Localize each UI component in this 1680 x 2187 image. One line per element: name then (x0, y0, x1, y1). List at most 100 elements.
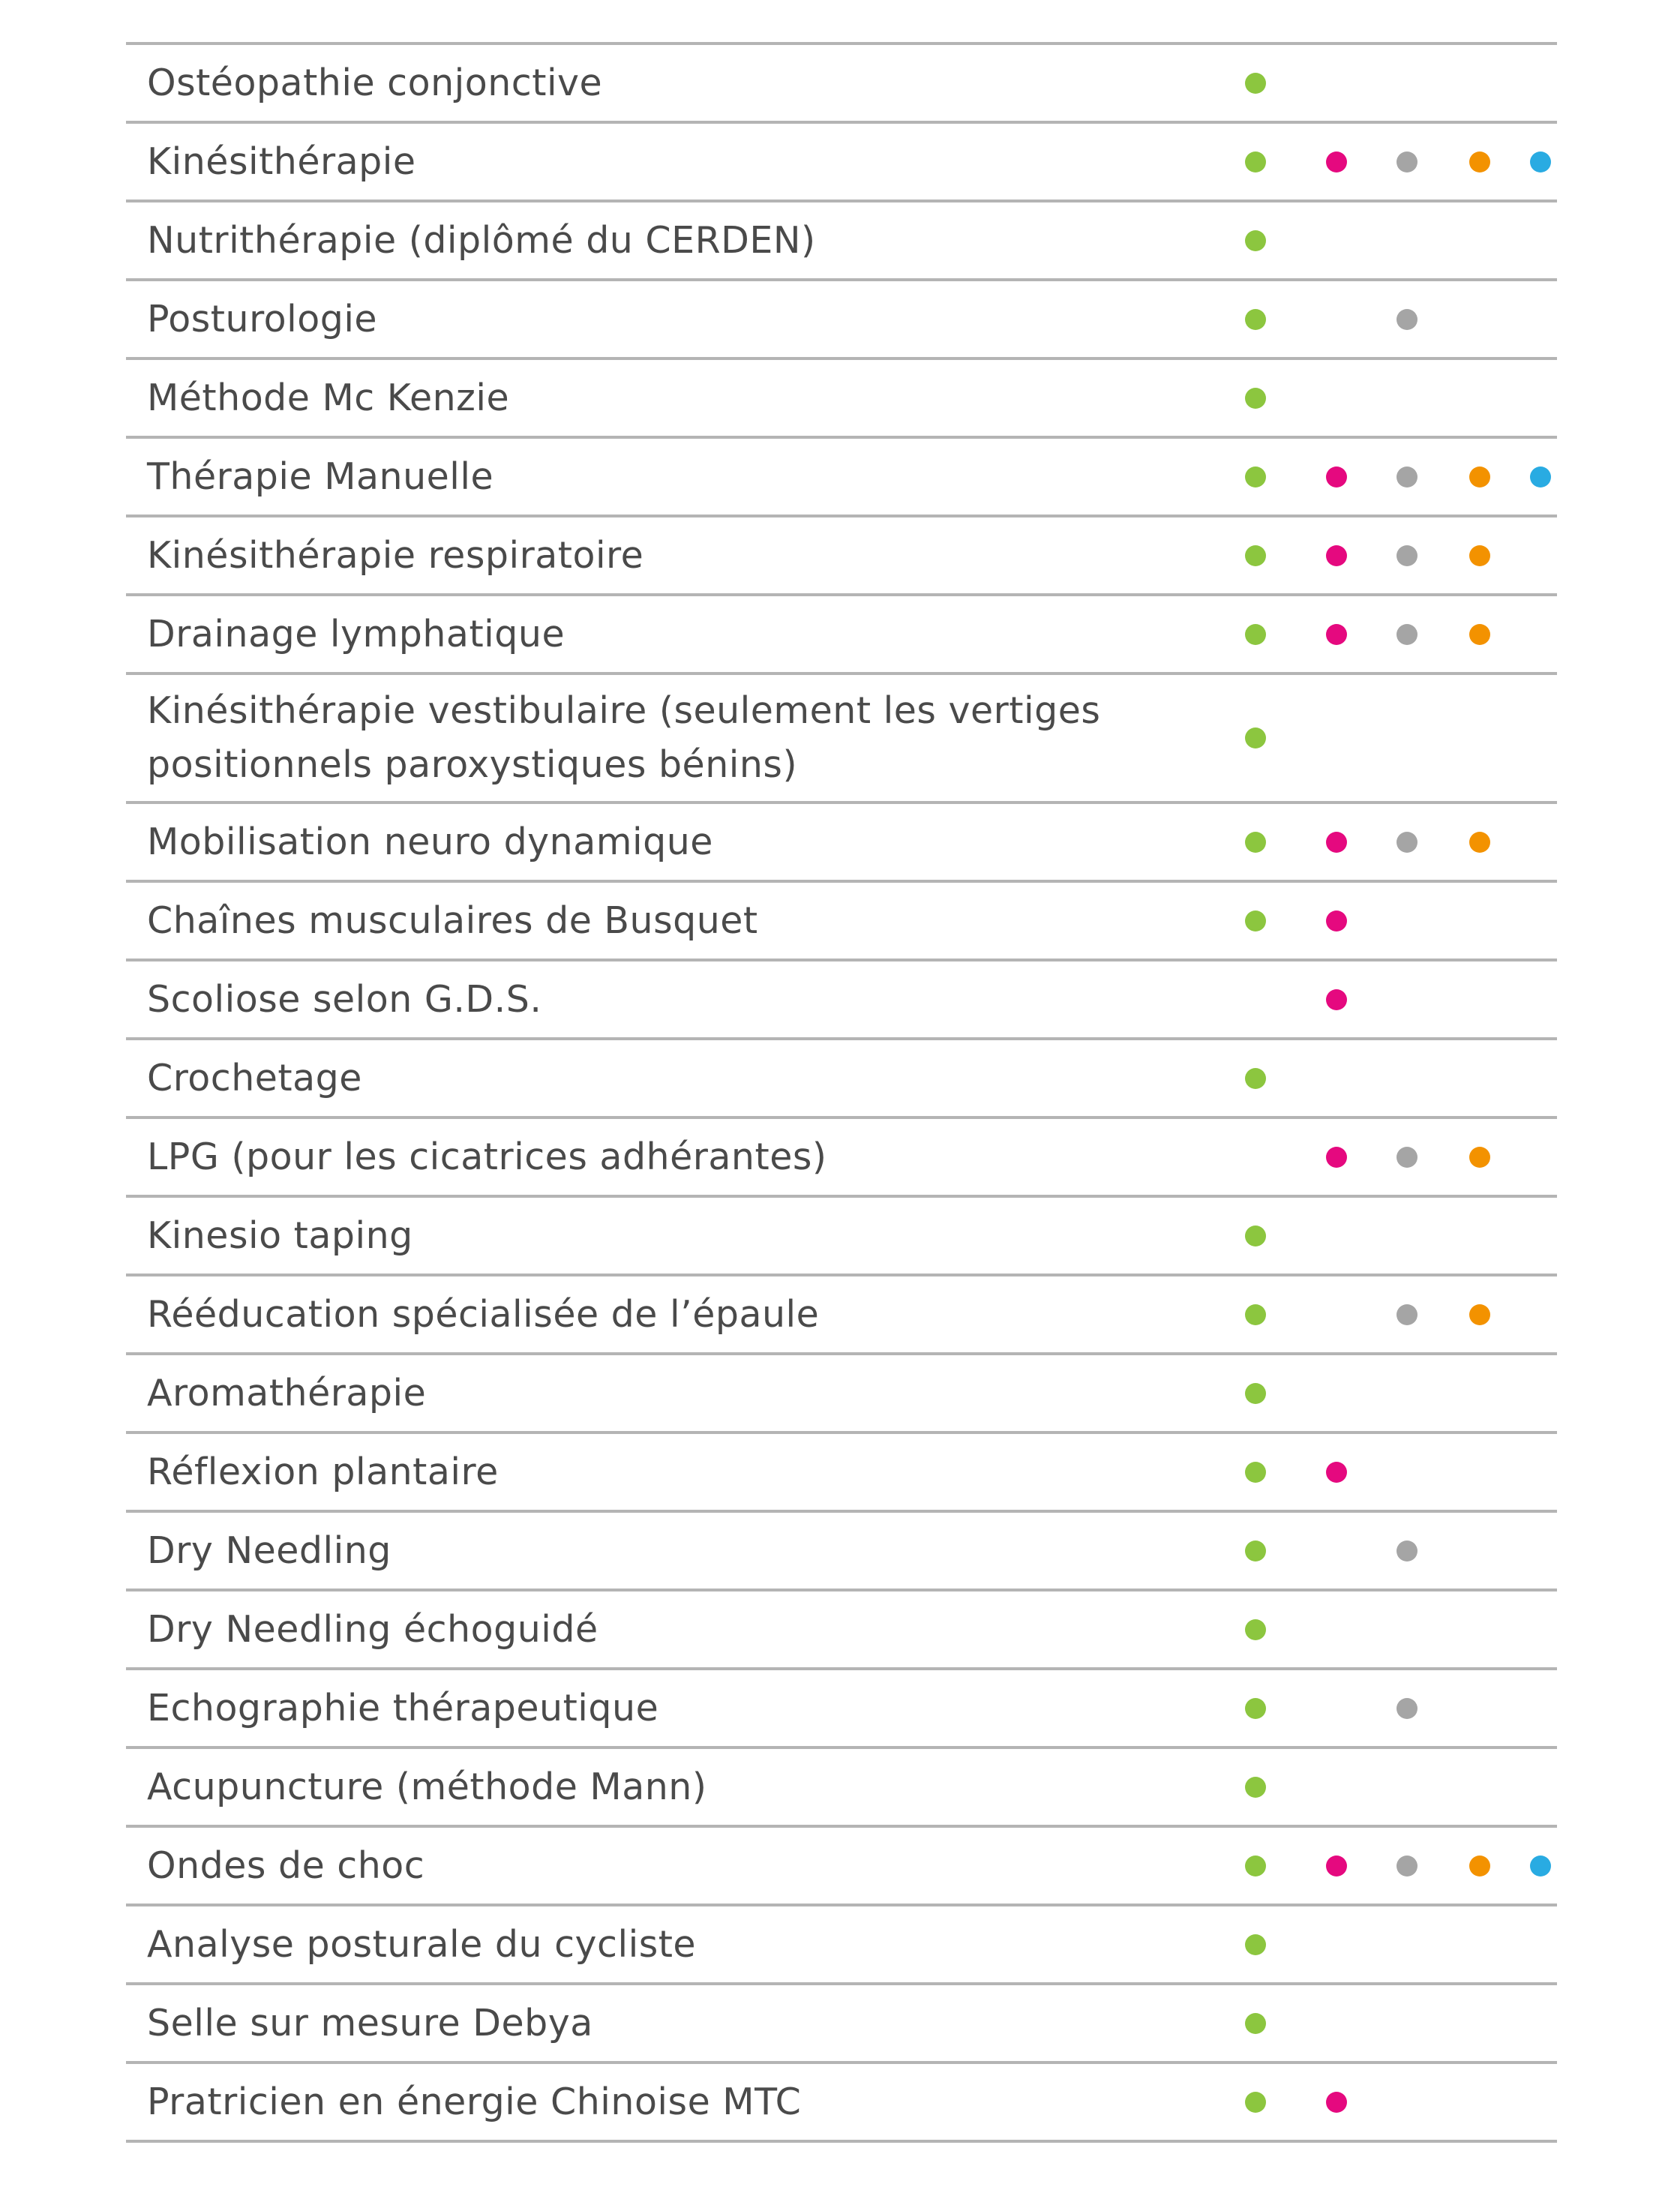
service-label: Kinésithérapie (147, 140, 416, 183)
category-dot-2 (1396, 1855, 1418, 1876)
category-dot-0 (1245, 1067, 1266, 1089)
table-row: Scoliose selon G.D.S. (126, 962, 1557, 1040)
category-dot-2 (1396, 1697, 1418, 1719)
category-dot-1 (1326, 910, 1347, 932)
category-dot-4 (1530, 466, 1551, 488)
category-dot-2 (1396, 1146, 1418, 1168)
category-dot-3 (1469, 831, 1490, 853)
category-dot-3 (1469, 544, 1490, 566)
table-row: Analyse posturale du cycliste (126, 1906, 1557, 1985)
service-label: Dry Needling échoguidé (147, 1607, 598, 1651)
services-table: Ostéopathie conjonctive Kinésithérapie Nut… (126, 42, 1557, 2143)
category-dot-0 (1245, 910, 1266, 932)
service-label: Selle sur mesure Debya (147, 2001, 593, 2044)
table-row: Kinesio taping (126, 1198, 1557, 1276)
table-row: Mobilisation neuro dynamique (126, 804, 1557, 883)
service-label: Kinesio taping (147, 1214, 413, 1257)
category-dot-1 (1326, 1855, 1347, 1876)
table-row: Thérapie Manuelle (126, 439, 1557, 518)
table-row: Aromathérapie (126, 1355, 1557, 1434)
category-dot-4 (1530, 1855, 1551, 1876)
category-dot-3 (1469, 1146, 1490, 1168)
category-dot-0 (1245, 151, 1266, 172)
table-row: Crochetage (126, 1040, 1557, 1119)
category-dot-1 (1326, 623, 1347, 645)
table-row: Acupuncture (méthode Mann) (126, 1749, 1557, 1828)
service-label: Réflexion plantaire (147, 1450, 499, 1493)
service-label: Scoliose selon G.D.S. (147, 977, 542, 1021)
table-row: Selle sur mesure Debya (126, 1985, 1557, 2064)
category-dot-1 (1326, 151, 1347, 172)
category-dot-0 (1245, 544, 1266, 566)
service-label: Acupuncture (méthode Mann) (147, 1765, 707, 1808)
category-dot-3 (1469, 151, 1490, 172)
service-label: Crochetage (147, 1056, 362, 1100)
category-dot-0 (1245, 1225, 1266, 1246)
category-dot-0 (1245, 2012, 1266, 2034)
category-dot-0 (1245, 831, 1266, 853)
category-dot-1 (1326, 544, 1347, 566)
table-row: Echographie thérapeutique (126, 1670, 1557, 1749)
category-dot-3 (1469, 1304, 1490, 1325)
category-dot-0 (1245, 308, 1266, 330)
service-label: Pratricien en énergie Chinoise MTC (147, 2080, 802, 2123)
table-row: Kinésithérapie vestibulaire (seulement l… (126, 675, 1557, 804)
service-label: Dry Needling (147, 1528, 392, 1572)
service-label: Analyse posturale du cycliste (147, 1922, 697, 1966)
category-dot-2 (1396, 831, 1418, 853)
table-row: Kinésithérapie (126, 124, 1557, 202)
category-dot-2 (1396, 466, 1418, 488)
table-row: Rééducation spécialisée de l’épaule (126, 1276, 1557, 1355)
category-dot-2 (1396, 1304, 1418, 1325)
category-dot-0 (1245, 1776, 1266, 1798)
service-label: Drainage lymphatique (147, 612, 566, 656)
category-dot-2 (1396, 308, 1418, 330)
category-dot-0 (1245, 1697, 1266, 1719)
service-label: Aromathérapie (147, 1371, 427, 1414)
category-dot-0 (1245, 1540, 1266, 1562)
table-row: Méthode Mc Kenzie (126, 360, 1557, 439)
table-row: Posturologie (126, 281, 1557, 360)
service-label: Rééducation spécialisée de l’épaule (147, 1292, 820, 1336)
category-dot-1 (1326, 831, 1347, 853)
category-dot-2 (1396, 544, 1418, 566)
table-row: Kinésithérapie respiratoire (126, 518, 1557, 596)
category-dot-0 (1245, 72, 1266, 94)
table-row: Réflexion plantaire (126, 1434, 1557, 1513)
category-dot-2 (1396, 151, 1418, 172)
table-row: Nutrithérapie (diplômé du CERDEN) (126, 202, 1557, 281)
category-dot-1 (1326, 988, 1347, 1010)
category-dot-4 (1530, 151, 1551, 172)
table-row: Dry Needling échoguidé (126, 1592, 1557, 1670)
category-dot-0 (1245, 1382, 1266, 1404)
category-dot-0 (1245, 1934, 1266, 1955)
category-dot-3 (1469, 466, 1490, 488)
category-dot-3 (1469, 623, 1490, 645)
service-label: Kinésithérapie vestibulaire (seulement l… (147, 689, 1101, 786)
service-label: LPG (pour les cicatrices adhérantes) (147, 1135, 827, 1178)
category-dot-0 (1245, 387, 1266, 409)
category-dot-0 (1245, 466, 1266, 488)
category-dot-0 (1245, 1304, 1266, 1325)
table-row: Dry Needling (126, 1513, 1557, 1592)
category-dot-1 (1326, 2091, 1347, 2113)
table-row: Ondes de choc (126, 1828, 1557, 1906)
service-label: Nutrithérapie (diplômé du CERDEN) (147, 218, 816, 262)
service-label: Mobilisation neuro dynamique (147, 820, 713, 863)
category-dot-0 (1245, 2091, 1266, 2113)
category-dot-0 (1245, 230, 1266, 251)
table-row: Pratricien en énergie Chinoise MTC (126, 2064, 1557, 2143)
category-dot-3 (1469, 1855, 1490, 1876)
category-dot-0 (1245, 728, 1266, 748)
category-dot-0 (1245, 1618, 1266, 1640)
service-label: Ostéopathie conjonctive (147, 61, 603, 104)
table-row: Drainage lymphatique (126, 596, 1557, 675)
category-dot-0 (1245, 1855, 1266, 1876)
service-label: Chaînes musculaires de Busquet (147, 898, 758, 942)
service-label: Méthode Mc Kenzie (147, 376, 510, 419)
table-row: LPG (pour les cicatrices adhérantes) (126, 1119, 1557, 1198)
table-row: Chaînes musculaires de Busquet (126, 883, 1557, 962)
category-dot-1 (1326, 1146, 1347, 1168)
category-dot-1 (1326, 466, 1347, 488)
service-label: Ondes de choc (147, 1844, 425, 1887)
